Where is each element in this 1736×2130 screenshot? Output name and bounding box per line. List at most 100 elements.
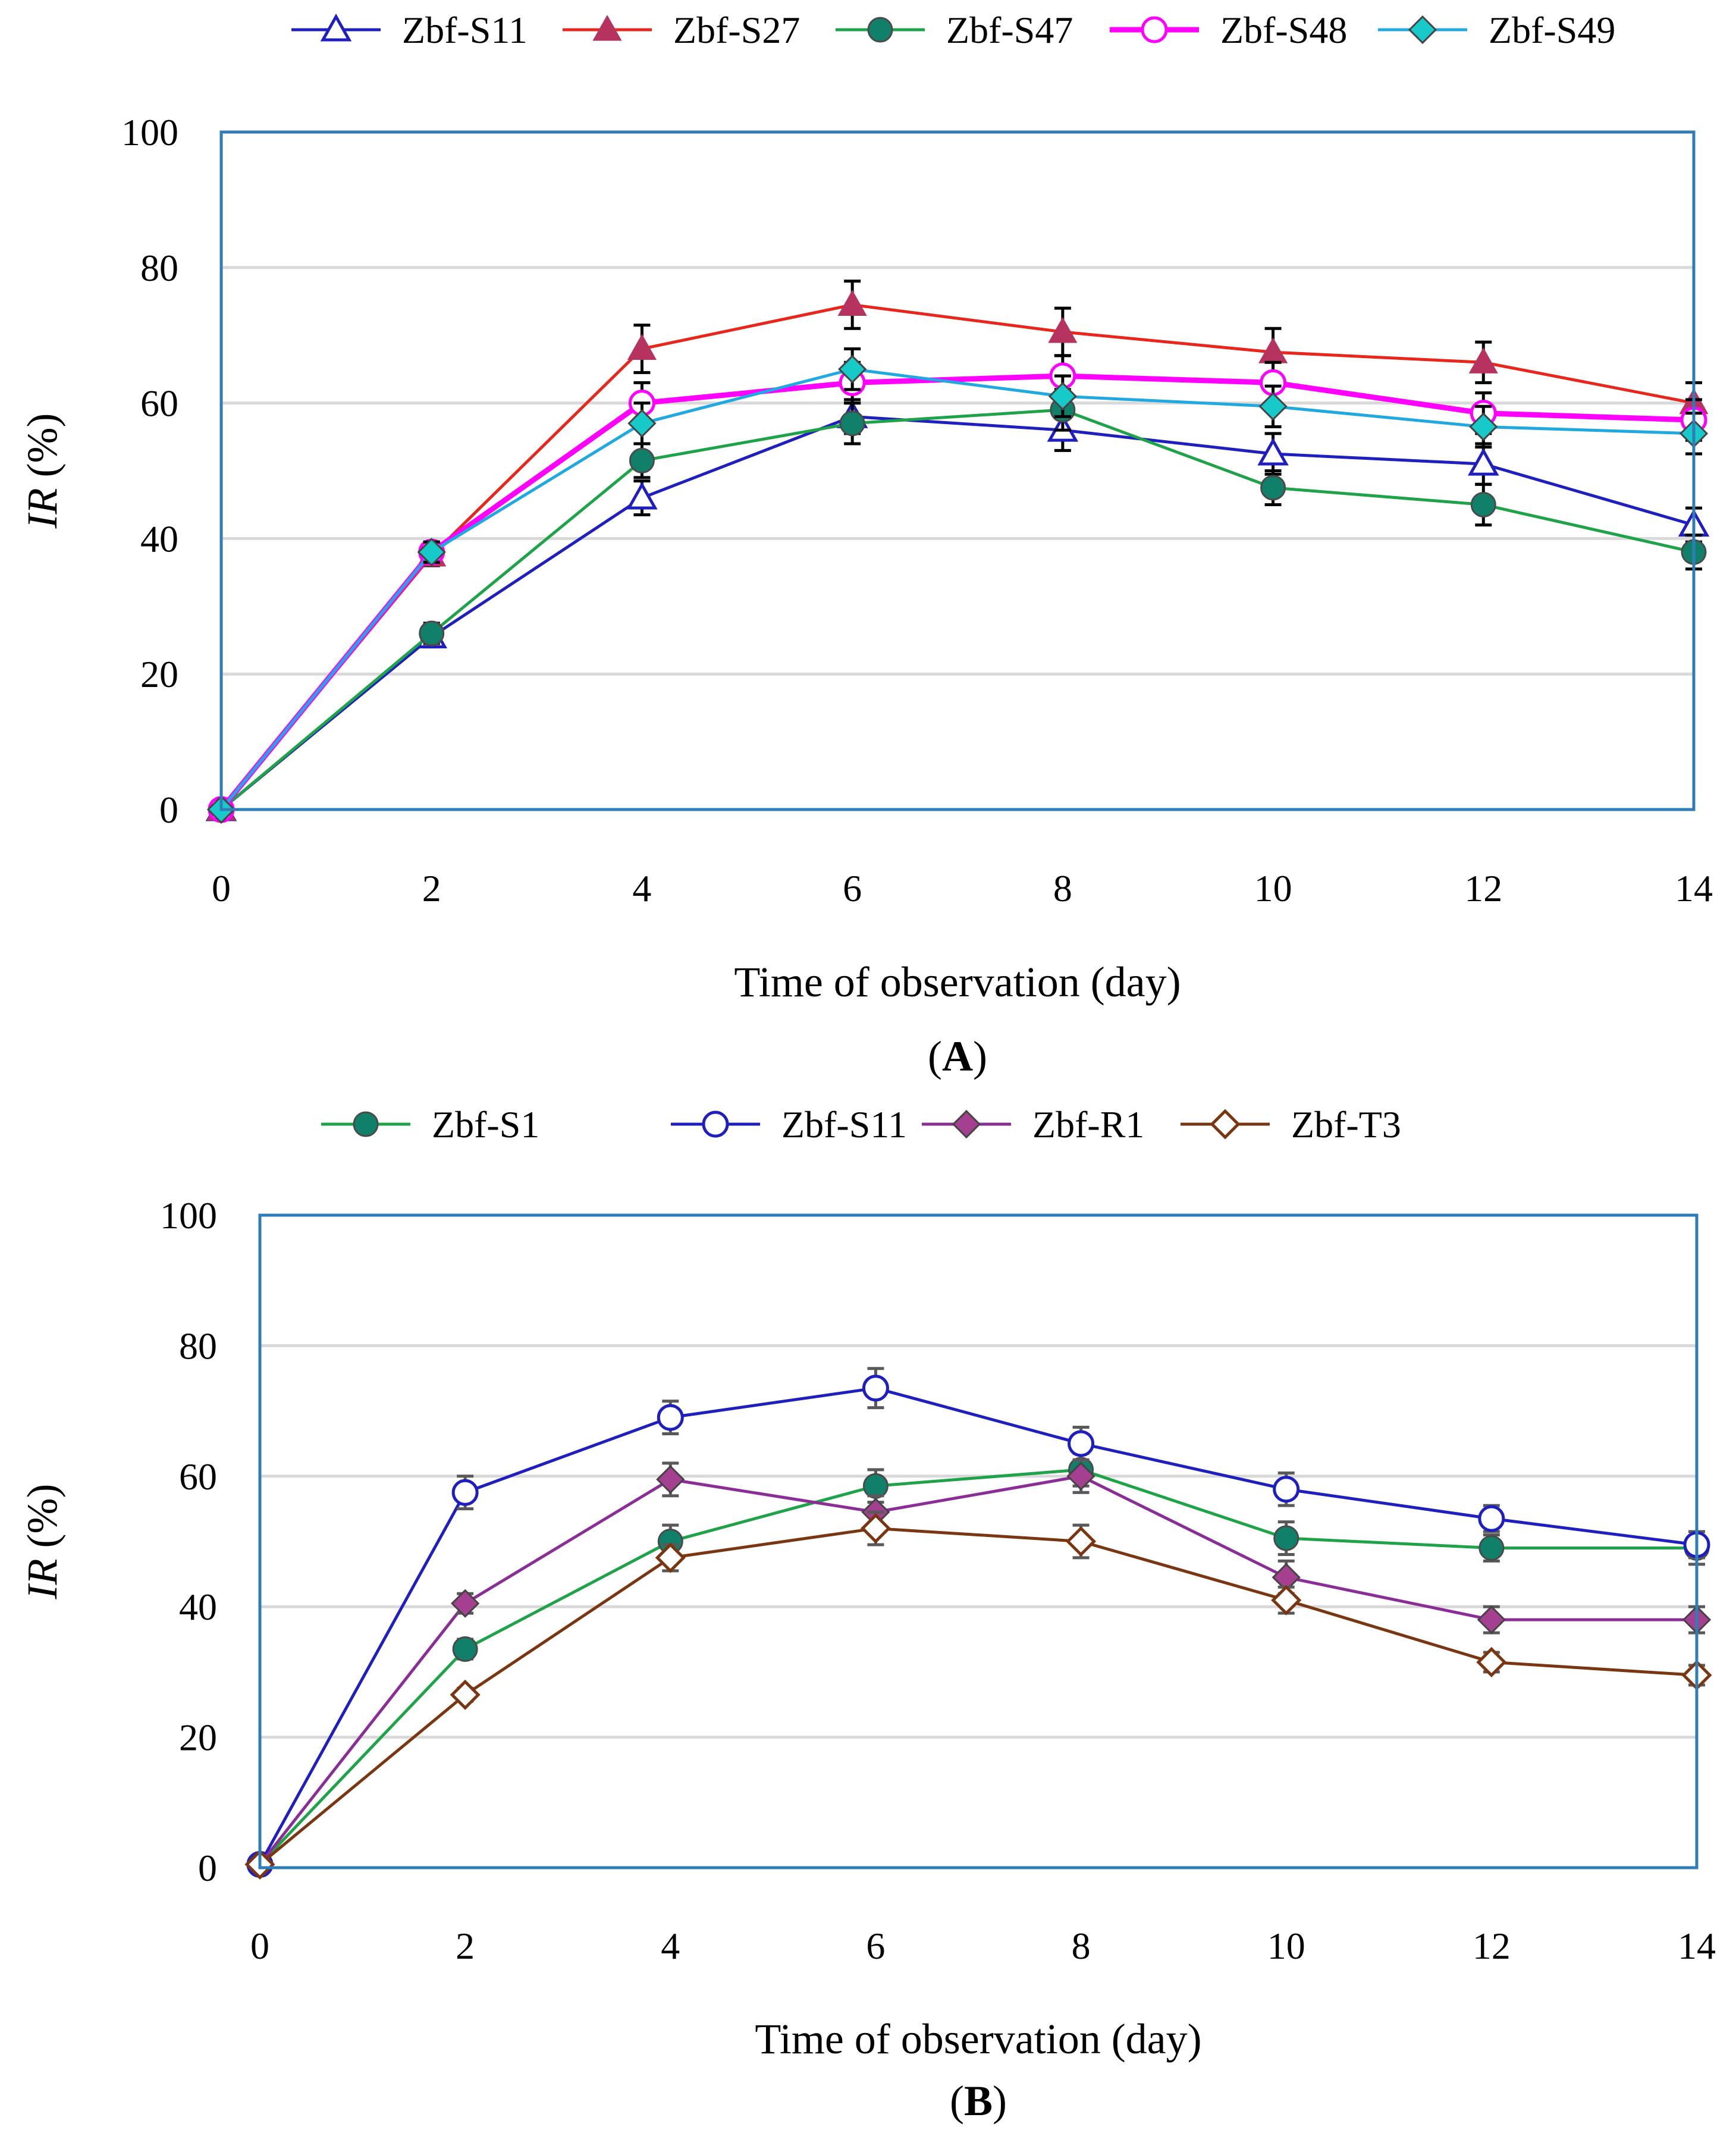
y-axis-title: IR (%) xyxy=(18,1484,66,1600)
x-tick-label: 10 xyxy=(1267,1925,1305,1967)
data-point xyxy=(452,1636,478,1662)
data-point xyxy=(627,409,657,438)
y-tick-label: 80 xyxy=(179,1325,217,1367)
series-line xyxy=(220,415,1694,811)
legend-marker xyxy=(952,1109,981,1139)
y-tick-label: 0 xyxy=(159,789,178,831)
data-point xyxy=(1260,475,1286,501)
legend-item-zbf-t3: Zbf-T3 xyxy=(1181,1103,1401,1146)
series-zbf-s11 xyxy=(205,398,1710,821)
legend-item-zbf-s1: Zbf-S1 xyxy=(321,1103,539,1146)
data-point xyxy=(417,538,446,567)
series-line xyxy=(219,373,1694,811)
legend-marker xyxy=(592,14,622,41)
legend-item-zbf-s27: Zbf-S27 xyxy=(563,9,800,51)
y-tick-label: 20 xyxy=(140,653,178,695)
y-tick-label: 60 xyxy=(140,382,178,425)
legend-label: Zbf-S27 xyxy=(673,9,800,51)
legend-label: Zbf-T3 xyxy=(1291,1103,1401,1146)
series-line xyxy=(220,368,1694,811)
legend-marker xyxy=(353,1111,379,1137)
legend-label: Zbf-S48 xyxy=(1220,9,1347,51)
data-point xyxy=(1478,1505,1505,1532)
x-tick-label: 2 xyxy=(422,867,441,909)
y-tick-label: 80 xyxy=(140,247,178,289)
data-point xyxy=(451,1589,480,1618)
data-point xyxy=(1048,316,1078,343)
data-point xyxy=(1478,1535,1505,1561)
data-point xyxy=(627,334,657,360)
x-tick-label: 12 xyxy=(1464,867,1502,909)
x-axis-title: Time of observation (day) xyxy=(734,958,1181,1006)
y-tick-label: 60 xyxy=(179,1455,217,1498)
data-point xyxy=(656,1465,685,1494)
series-line xyxy=(220,408,1694,811)
legend-label: Zbf-S49 xyxy=(1489,9,1615,51)
legend-item-zbf-s11: Zbf-S11 xyxy=(671,1103,907,1146)
data-point xyxy=(860,1513,891,1544)
data-point xyxy=(1066,1526,1097,1557)
data-point xyxy=(837,290,867,316)
plot-area-border xyxy=(258,1213,1699,1869)
legend: Zbf-S1 Zbf-S11 Zbf-R1 Zbf-T3 xyxy=(321,1103,1401,1146)
data-point xyxy=(1258,392,1288,421)
legend-marker xyxy=(320,13,352,42)
x-axis-title: Time of observation (day) xyxy=(755,2015,1201,2063)
x-tick-label: 2 xyxy=(456,1925,475,1967)
data-point xyxy=(1257,437,1289,466)
x-tick-label: 10 xyxy=(1254,867,1292,909)
y-tick-label: 40 xyxy=(179,1586,217,1628)
data-point xyxy=(655,1542,686,1573)
y-tick-label: 100 xyxy=(121,111,178,153)
y-tick-label: 20 xyxy=(179,1717,217,1759)
x-tick-label: 4 xyxy=(632,867,651,909)
data-point xyxy=(1048,382,1077,411)
x-tick-label: 0 xyxy=(212,867,231,909)
legend-item-zbf-s49: Zbf-S49 xyxy=(1378,9,1615,51)
data-point xyxy=(1476,1646,1507,1677)
x-tick-label: 12 xyxy=(1473,1925,1511,1967)
x-tick-label: 8 xyxy=(1072,1925,1091,1967)
legend-item-zbf-s11: Zbf-S11 xyxy=(291,9,528,51)
data-point xyxy=(629,447,655,473)
data-point xyxy=(1468,448,1499,476)
data-point xyxy=(450,1679,481,1710)
panel-label: (B) xyxy=(950,2077,1007,2125)
legend-item-zbf-s48: Zbf-S48 xyxy=(1110,9,1347,51)
x-tick-label: 6 xyxy=(843,867,862,909)
data-point xyxy=(1470,491,1496,517)
legend-marker xyxy=(1408,15,1437,45)
plot-area-border xyxy=(219,130,1696,811)
y-tick-label: 40 xyxy=(140,517,178,560)
legend-label: Zbf-R1 xyxy=(1032,1103,1144,1146)
legend-label: Zbf-S11 xyxy=(781,1103,907,1146)
x-tick-label: 14 xyxy=(1678,1925,1716,1967)
x-tick-label: 14 xyxy=(1675,867,1713,909)
data-point xyxy=(1273,1476,1300,1503)
legend-label: Zbf-S11 xyxy=(402,9,528,51)
data-point xyxy=(1066,1461,1095,1491)
series-zbf-s47 xyxy=(208,388,1707,823)
legend-marker xyxy=(867,17,893,43)
legend-item-zbf-r1: Zbf-R1 xyxy=(922,1103,1144,1146)
data-point xyxy=(1469,412,1498,441)
y-tick-label: 100 xyxy=(160,1194,217,1237)
legend-label: Zbf-S47 xyxy=(946,9,1073,51)
legend-marker xyxy=(702,1111,729,1138)
data-point xyxy=(1273,1525,1299,1551)
series-zbf-t3 xyxy=(244,1510,1712,1880)
series-zbf-s49 xyxy=(206,347,1709,824)
x-tick-label: 4 xyxy=(661,1925,680,1967)
legend-label: Zbf-S1 xyxy=(432,1103,539,1146)
series-line xyxy=(220,303,1694,811)
data-point xyxy=(1271,1585,1302,1615)
series-line xyxy=(258,1386,1697,1865)
panel-label: (A) xyxy=(928,1033,987,1080)
data-point xyxy=(1068,1430,1095,1457)
data-point xyxy=(626,481,658,510)
y-tick-label: 0 xyxy=(198,1847,217,1889)
series-line xyxy=(259,1468,1697,1866)
x-tick-label: 8 xyxy=(1053,867,1072,909)
